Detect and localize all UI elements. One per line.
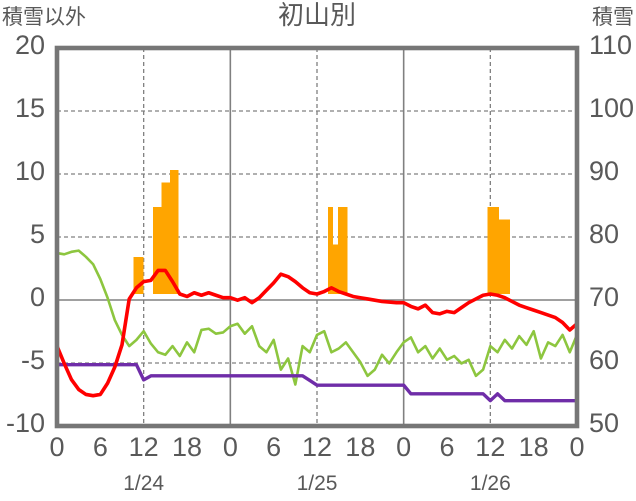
svg-text:0: 0 xyxy=(569,432,584,462)
svg-text:1/25: 1/25 xyxy=(297,472,338,495)
svg-text:初山別: 初山別 xyxy=(278,0,356,30)
svg-text:18: 18 xyxy=(345,432,375,462)
svg-text:-5: -5 xyxy=(21,345,45,375)
svg-text:0: 0 xyxy=(49,432,64,462)
svg-text:20: 20 xyxy=(15,30,45,60)
svg-text:積雪: 積雪 xyxy=(592,6,634,29)
svg-text:6: 6 xyxy=(266,432,281,462)
svg-text:6: 6 xyxy=(93,432,108,462)
svg-text:6: 6 xyxy=(439,432,454,462)
svg-text:12: 12 xyxy=(129,432,159,462)
svg-text:110: 110 xyxy=(589,30,632,60)
svg-text:1/24: 1/24 xyxy=(123,472,164,495)
svg-text:積雪以外: 積雪以外 xyxy=(2,6,86,29)
svg-text:60: 60 xyxy=(589,345,619,375)
svg-text:12: 12 xyxy=(475,432,505,462)
svg-text:5: 5 xyxy=(30,219,45,249)
svg-text:70: 70 xyxy=(589,282,619,312)
svg-text:18: 18 xyxy=(172,432,202,462)
svg-text:-10: -10 xyxy=(6,408,45,438)
svg-text:80: 80 xyxy=(589,219,619,249)
svg-text:90: 90 xyxy=(589,156,619,186)
svg-text:0: 0 xyxy=(223,432,238,462)
svg-text:10: 10 xyxy=(15,156,45,186)
svg-text:100: 100 xyxy=(589,93,634,123)
svg-text:15: 15 xyxy=(15,93,45,123)
svg-text:0: 0 xyxy=(396,432,411,462)
svg-text:12: 12 xyxy=(302,432,332,462)
svg-text:18: 18 xyxy=(519,432,549,462)
svg-text:0: 0 xyxy=(30,282,45,312)
svg-text:1/26: 1/26 xyxy=(470,472,511,495)
svg-text:50: 50 xyxy=(589,408,619,438)
